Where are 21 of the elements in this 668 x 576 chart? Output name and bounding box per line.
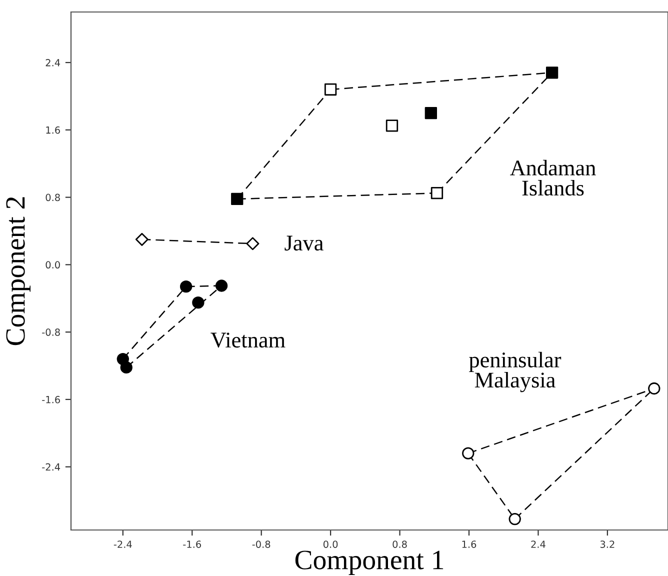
x-tick-label: 0.8	[392, 540, 407, 548]
y-tick-label: 0.8	[46, 194, 60, 202]
x-tick-label: -1.6	[183, 540, 202, 548]
annotation: peninsular Malaysia	[469, 352, 562, 392]
y-tick-label: 2.4	[46, 59, 60, 66]
annotation: Andaman Islands	[510, 160, 596, 196]
annotation: Java	[284, 236, 324, 251]
y-tick-label: -0.8	[42, 328, 60, 336]
y-tick-label: 0.0	[46, 261, 60, 269]
annotation: Vietnam	[210, 332, 286, 348]
y-tick-label: -1.6	[42, 396, 60, 404]
x-tick-label: -0.8	[252, 540, 270, 548]
x-tick-label: 3.2	[600, 540, 614, 548]
x-tick-label: 1.6	[462, 540, 476, 548]
x-tick-label: 0.0	[323, 540, 338, 548]
y-tick-label: -2.4	[42, 463, 60, 471]
y-tick-label: 1.6	[46, 126, 60, 134]
x-tick-label: -2.4	[114, 540, 132, 548]
x-tick-label: 2.4	[531, 540, 546, 548]
x-axis-title: Component 1	[295, 550, 444, 576]
y-axis-title: Component 2	[6, 197, 31, 346]
